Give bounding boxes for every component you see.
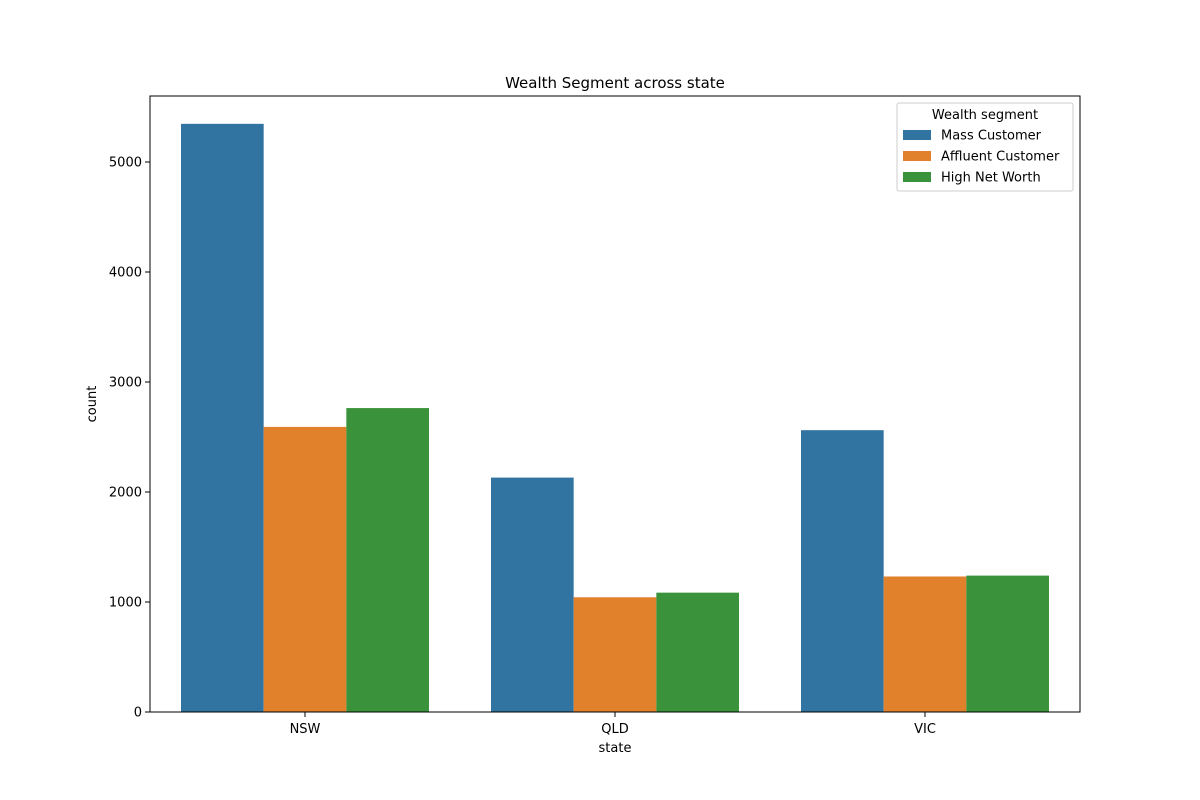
x-tick-label-nsw: NSW bbox=[290, 722, 321, 737]
bar-affluent-customer-nsw bbox=[263, 426, 347, 712]
bar-affluent-customer-qld bbox=[573, 597, 657, 712]
legend-swatch-affluent-customer bbox=[903, 151, 931, 161]
bar-affluent-customer-vic bbox=[883, 576, 967, 712]
y-tick-label-1000: 1000 bbox=[109, 596, 142, 611]
y-tick-label-2000: 2000 bbox=[109, 486, 142, 501]
legend-label-high-net-worth: High Net Worth bbox=[941, 171, 1041, 186]
plot-area: 0 1000 2000 3000 4000 5000 NSW QLD VIC bbox=[109, 95, 1081, 737]
legend-frame bbox=[896, 102, 1074, 192]
bar-high-net-worth-vic bbox=[966, 575, 1049, 712]
legend: Wealth segment Mass Customer Affluent Cus… bbox=[896, 102, 1074, 192]
legend-title: Wealth segment bbox=[932, 108, 1038, 123]
bar-mass-customer-qld bbox=[491, 477, 574, 712]
y-tick-label-0: 0 bbox=[134, 706, 142, 721]
chart-title: Wealth Segment across state bbox=[505, 74, 725, 92]
y-tick-label-5000: 5000 bbox=[109, 156, 142, 171]
bar-mass-customer-vic bbox=[801, 430, 884, 712]
x-tick-label-qld: QLD bbox=[601, 722, 629, 737]
x-axis-label: state bbox=[599, 741, 632, 756]
legend-label-affluent-customer: Affluent Customer bbox=[941, 150, 1060, 165]
legend-swatch-high-net-worth bbox=[903, 172, 931, 182]
y-axis-label: count bbox=[85, 386, 100, 423]
legend-swatch-mass-customer bbox=[903, 130, 931, 140]
bar-high-net-worth-nsw bbox=[346, 408, 429, 712]
bar-high-net-worth-qld bbox=[656, 592, 739, 712]
bar-mass-customer-nsw bbox=[181, 123, 264, 712]
legend-label-mass-customer: Mass Customer bbox=[941, 129, 1042, 144]
legend-entries: Mass Customer Affluent Customer High Net W… bbox=[903, 129, 1060, 186]
x-tick-label-vic: VIC bbox=[914, 722, 936, 737]
y-tick-label-4000: 4000 bbox=[109, 266, 142, 281]
y-tick-label-3000: 3000 bbox=[109, 376, 142, 391]
